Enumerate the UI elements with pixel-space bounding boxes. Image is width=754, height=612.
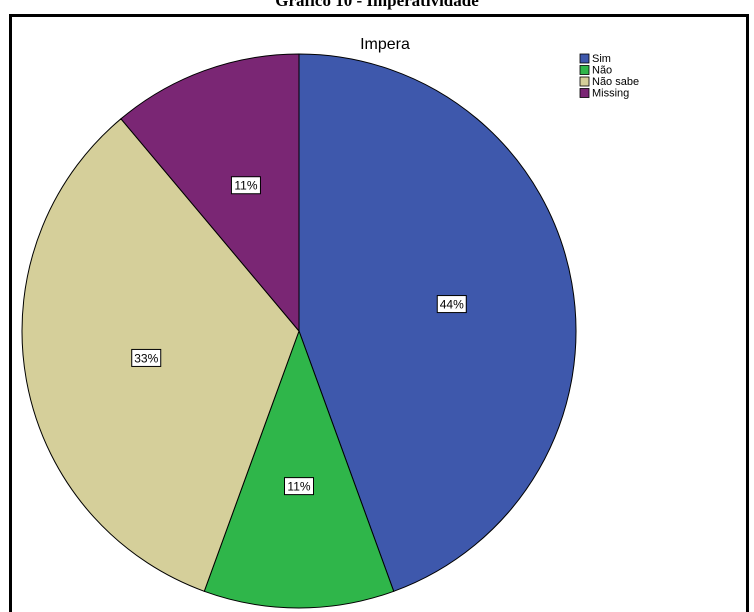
pie-slice-missing [120,53,300,333]
data-label-text: 33% [134,351,158,365]
data-label-text: 11% [287,480,310,494]
data-label-2: 33% [131,348,162,367]
pie-slice-sim [298,53,577,592]
data-label-3: 11% [230,176,261,195]
legend-label: Sim [592,53,611,65]
pie-slice-n-o [203,329,395,609]
pie-slices [21,53,577,609]
data-label-1: 11% [284,477,314,496]
legend-swatch [579,65,590,75]
data-label-box [230,176,261,195]
data-label-text: 44% [440,298,464,312]
legend-label: Não sabe [592,76,639,88]
data-label-box [284,477,314,496]
data-label-text: 11% [234,179,257,193]
figure-caption: Gráfico 10 - Imperatividade [275,0,479,10]
data-label-box [436,295,467,314]
data-label-0: 44% [436,295,467,314]
chart-title: Impera [360,36,410,53]
data-label-box [131,348,162,367]
legend-swatch [579,88,590,98]
legend-swatch [579,76,590,87]
legend-label: Missing [592,88,629,100]
legend-label: Não [592,65,612,77]
legend-swatch [579,53,590,64]
pie-data-labels: 44% 11% 33% 11% [131,176,467,496]
